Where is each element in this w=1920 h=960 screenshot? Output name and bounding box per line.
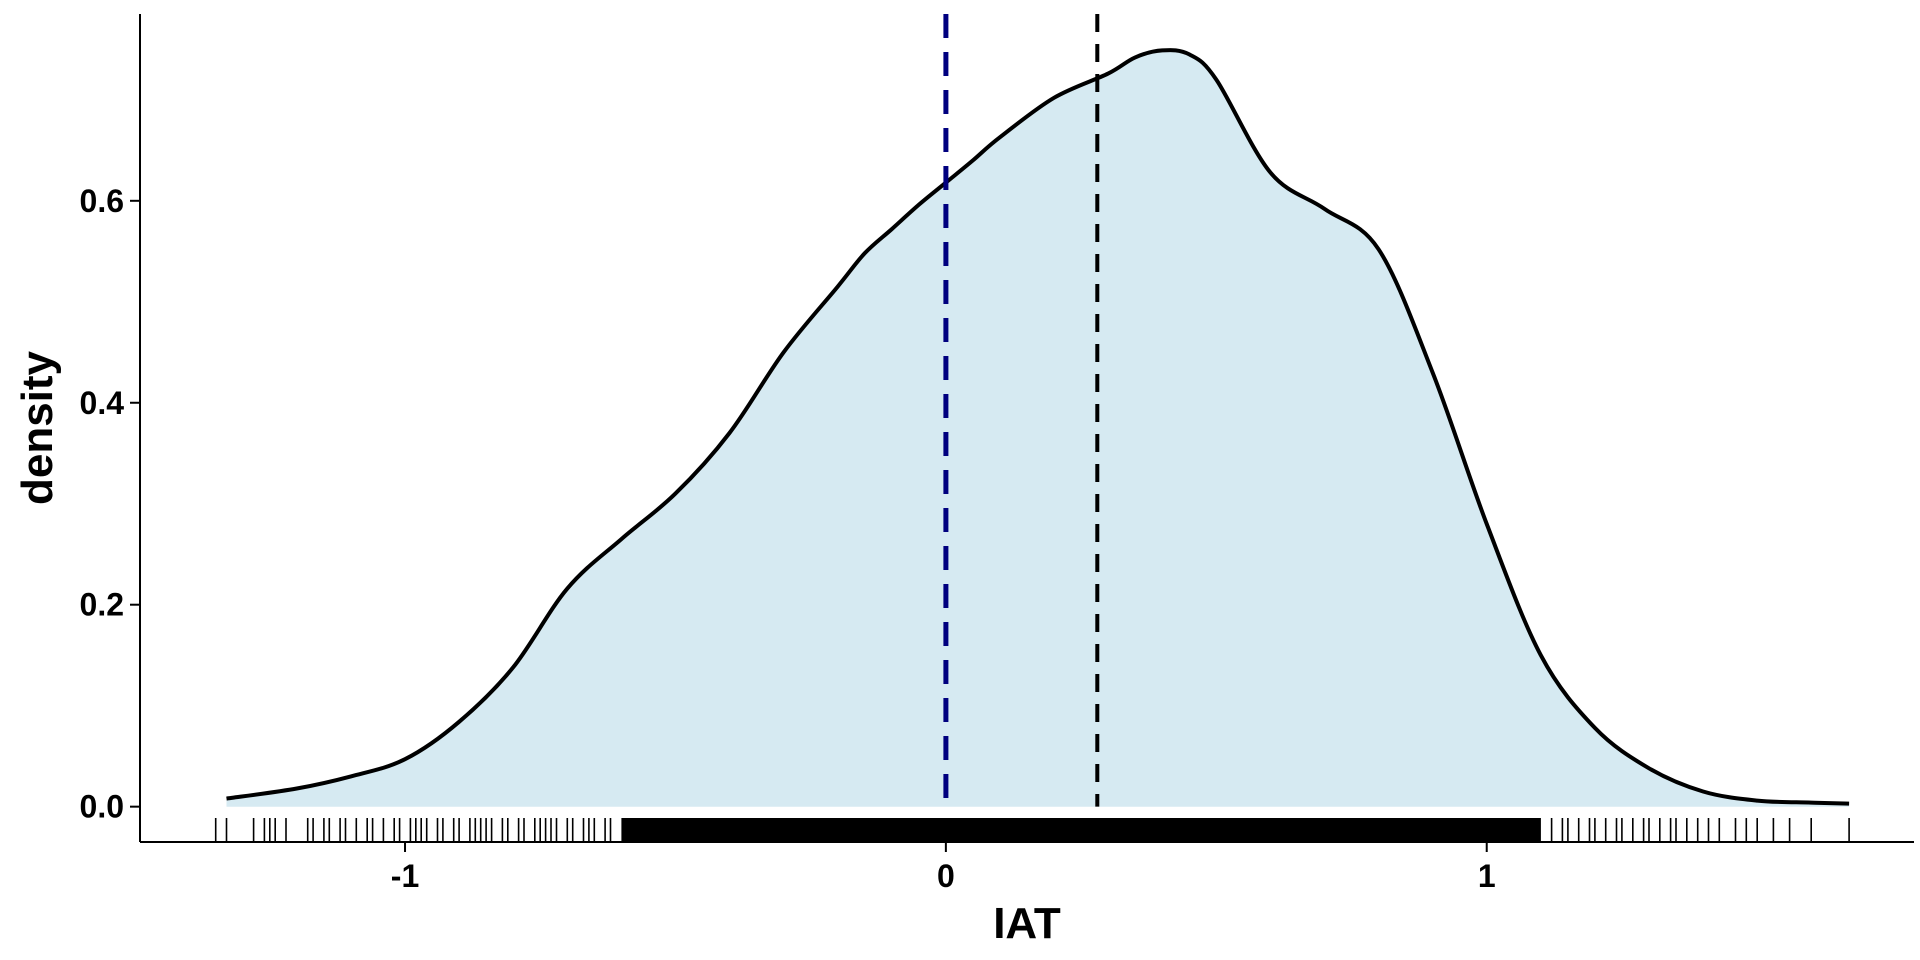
- axes: -1 0 1 0.0 0.2 0.4 0.6: [80, 14, 1914, 894]
- rug-marks: [214, 818, 1850, 841]
- y-tick-label: 0.2: [80, 587, 124, 623]
- density-area-0: [226, 50, 1850, 807]
- y-tick-label: 0.6: [80, 183, 124, 219]
- y-tick-label: 0.0: [80, 789, 124, 825]
- rug-dense-band: [621, 818, 1541, 841]
- density-curve-0: [226, 48, 1850, 806]
- y-tick-label: 0.4: [80, 385, 125, 421]
- x-tick-label: 1: [1478, 858, 1496, 894]
- x-tick-label: -1: [391, 858, 419, 894]
- plot-area: [226, 48, 1850, 807]
- reference-lines: [943, 14, 1100, 807]
- x-tick-label: 0: [937, 858, 955, 894]
- y-axis-title: density: [13, 350, 62, 505]
- x-axis-title: IAT: [993, 899, 1061, 948]
